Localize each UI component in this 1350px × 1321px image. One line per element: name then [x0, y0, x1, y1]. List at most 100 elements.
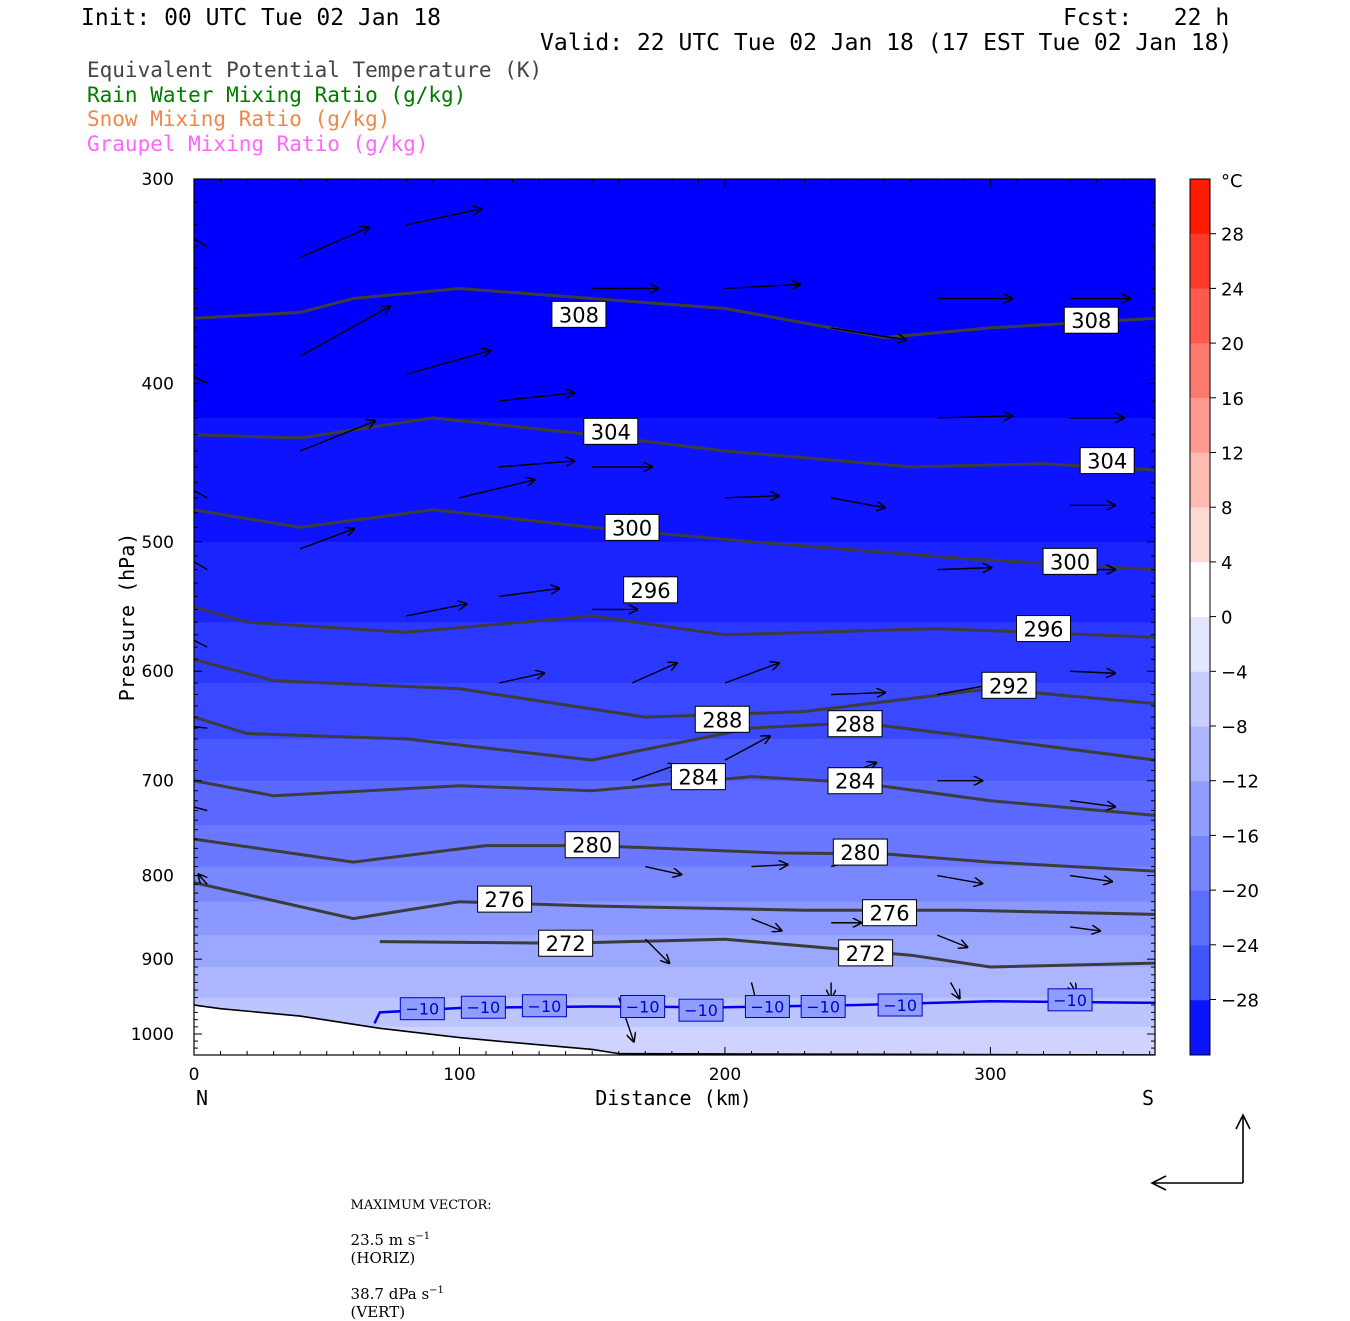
legend-theta-e: Equivalent Potential Temperature (K)	[87, 58, 543, 82]
colorbar-label: −12	[1221, 772, 1259, 793]
colorbar-label: −4	[1221, 662, 1248, 683]
theta-e-contour-304	[194, 416, 1155, 472]
contour-label-280: 280	[840, 841, 880, 865]
x-axis-label: Distance (km)	[595, 1086, 752, 1110]
terrain-fill	[194, 1005, 1155, 1055]
contour-label-box	[604, 513, 660, 541]
colorbar-block	[1190, 945, 1210, 1001]
wind-vector	[724, 736, 770, 761]
theta-e-contour-288	[194, 715, 1155, 762]
colorbar-block	[1190, 726, 1210, 782]
contour-label-280: 280	[572, 834, 612, 858]
reference-vector	[1150, 1113, 1251, 1191]
wind-vector	[194, 806, 208, 812]
contour-label-296: 296	[1023, 618, 1063, 642]
contour-label-box	[1063, 306, 1119, 334]
isotherm-label: −10	[883, 996, 917, 1015]
contour-label-284: 284	[678, 766, 718, 790]
wind-vector	[194, 639, 208, 648]
max-vector-vert: 38.7 dPa s	[350, 1285, 430, 1303]
temperature-band	[194, 997, 1155, 1028]
wind-vector	[949, 982, 960, 998]
contour-label-box	[583, 417, 639, 445]
wind-vector	[194, 725, 208, 729]
y-tick-label: 1000	[131, 1025, 174, 1045]
wind-vector	[645, 865, 681, 875]
isotherm-label: −10	[626, 997, 660, 1016]
isotherm-label-box	[877, 993, 923, 1017]
contour-label-288: 288	[835, 713, 875, 737]
wind-vector	[937, 934, 967, 947]
theta-e-contour-308	[194, 286, 1155, 340]
legend-graupel: Graupel Mixing Ratio (g/kg)	[87, 132, 429, 156]
isotherm-label: −10	[405, 1000, 439, 1019]
forecast-hour: Fcst: 22 h	[1063, 5, 1230, 31]
wind-vector	[499, 588, 559, 598]
colorbar-label: −8	[1221, 717, 1248, 738]
theta-e-contour-280	[194, 837, 1155, 873]
isotherm-label: −10	[528, 997, 562, 1016]
x-end-left: N	[196, 1086, 208, 1110]
wind-vector	[459, 480, 534, 499]
isotherm-label-box	[460, 995, 506, 1019]
theta-e-contour-300	[194, 508, 1155, 572]
isotherm-label: −10	[466, 998, 500, 1017]
legend-rain: Rain Water Mixing Ratio (g/kg)	[87, 83, 467, 107]
legend-snow: Snow Mixing Ratio (g/kg)	[87, 107, 391, 131]
contour-label-300: 300	[1050, 550, 1090, 574]
colorbar-label: 0	[1221, 608, 1232, 629]
isotherm-label-box	[521, 994, 567, 1018]
colorbar-block	[1190, 398, 1210, 454]
wind-vector	[406, 604, 466, 617]
colorbar-unit: °C	[1221, 171, 1243, 192]
colorbar-block	[1190, 233, 1210, 289]
wind-vector	[937, 416, 1012, 418]
colorbar-block	[1190, 179, 1210, 235]
contour-label-272: 272	[846, 942, 886, 966]
contour-label-box	[694, 705, 750, 733]
horiz-exponent: −1	[415, 1231, 431, 1242]
isotherm-label-box	[620, 994, 666, 1018]
contour-label-box	[1042, 547, 1098, 575]
x-end-right: S	[1142, 1086, 1154, 1110]
contour-label-276: 276	[485, 888, 525, 912]
wind-vector	[406, 209, 481, 226]
axes: 300 400 500 600 700 800 900 1000 0 100 200 300 Dista…	[115, 170, 1156, 1110]
wind-vector	[299, 529, 354, 550]
isotherm-label: −10	[751, 997, 785, 1016]
wind-vector	[1070, 671, 1115, 673]
colorbar-label: 12	[1221, 444, 1244, 465]
wind-vectors	[194, 203, 1130, 1042]
y-tick-label: 700	[142, 772, 174, 792]
contour-label-296: 296	[631, 579, 671, 603]
wind-vector	[299, 421, 375, 452]
contour-label-box	[538, 929, 594, 957]
wind-vector	[631, 765, 677, 782]
wind-vector	[194, 560, 208, 571]
contour-label-276: 276	[869, 902, 909, 926]
isotherm-label: −10	[684, 1001, 718, 1020]
max-vector-footer: MAXIMUM VECTOR: 23.5 m s−1 (HORIZ) 38.7 …	[341, 1177, 492, 1321]
plot-frame	[193, 178, 1156, 1056]
isotherm-label: −10	[1053, 991, 1087, 1010]
colorbar-block	[1190, 343, 1210, 399]
colorbar-label: −16	[1221, 826, 1259, 847]
x-tick-label: 0	[189, 1065, 200, 1085]
temperature-fill	[194, 179, 1155, 1055]
colorbar-label: 24	[1221, 279, 1244, 300]
wind-vector	[751, 917, 781, 931]
contour-label-304: 304	[1087, 450, 1127, 474]
colorbar-block	[1190, 671, 1210, 727]
y-tick-label: 400	[142, 374, 174, 394]
colorbar-label: 20	[1221, 334, 1244, 355]
colorbar-label: 16	[1221, 389, 1244, 410]
theta-e-contour-276	[194, 881, 1155, 921]
wind-vector	[299, 227, 369, 259]
y-tick-label: 600	[142, 662, 174, 682]
colorbar-block	[1190, 617, 1210, 673]
y-tick-label: 800	[142, 867, 174, 887]
colorbar-label: 28	[1221, 225, 1244, 246]
y-tick-label: 900	[142, 950, 174, 970]
wind-vector	[499, 461, 574, 468]
wind-vector	[724, 663, 779, 684]
